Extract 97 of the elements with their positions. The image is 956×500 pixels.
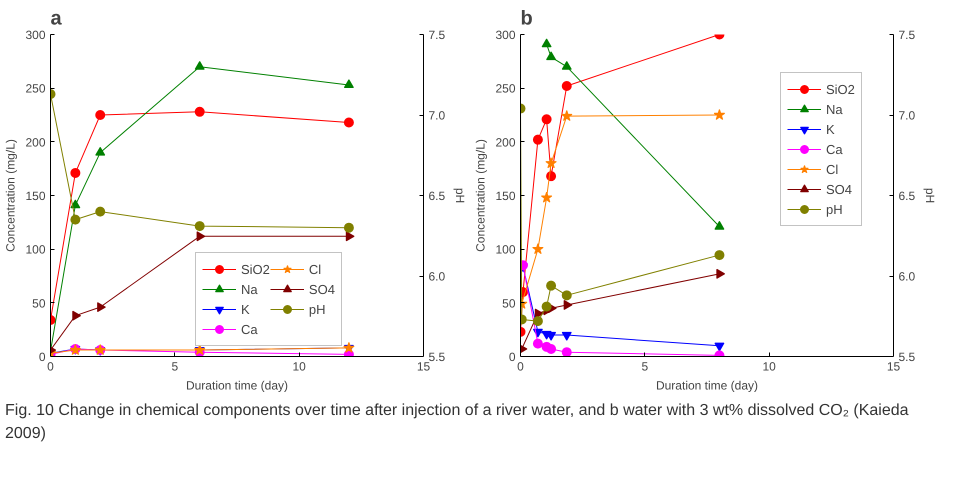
point bbox=[194, 221, 205, 232]
caption: Fig. 10 Change in chemical components over time after injection of a river water, and b water with 3 wt% dissolved CO₂ (Kaieda 2009) bbox=[5, 401, 910, 444]
point bbox=[562, 81, 572, 92]
point bbox=[72, 310, 82, 321]
legend-label: Na bbox=[826, 102, 844, 116]
x-axis-title: Duration time (day) bbox=[186, 378, 288, 392]
point bbox=[564, 300, 572, 310]
legend-label: Na bbox=[241, 282, 259, 296]
x-axis-title: Duration time (day) bbox=[656, 378, 758, 392]
legend-label: Ca bbox=[826, 142, 844, 156]
legend-label: SiO2 bbox=[826, 82, 855, 96]
y-tick-label: 100 bbox=[25, 242, 46, 257]
chart-title: b bbox=[520, 8, 533, 30]
legend-label: Cl bbox=[826, 162, 840, 176]
x-tick-label: 0 bbox=[47, 360, 54, 374]
point bbox=[562, 290, 572, 300]
point bbox=[542, 38, 552, 48]
point bbox=[70, 214, 80, 225]
legend-label: Cl bbox=[308, 262, 322, 276]
y2-tick-label: 7.0 bbox=[428, 108, 446, 122]
chart-title: a bbox=[50, 8, 62, 30]
point bbox=[546, 51, 556, 60]
point bbox=[343, 342, 355, 353]
y2-tick-label: 7.0 bbox=[898, 108, 916, 122]
x-tick-label: 15 bbox=[416, 360, 430, 374]
legend-label: pH bbox=[308, 302, 327, 316]
y2-tick-label: 5.5 bbox=[898, 350, 916, 364]
point bbox=[532, 338, 543, 349]
point bbox=[562, 61, 572, 70]
y-tick-label: 250 bbox=[25, 82, 46, 96]
point bbox=[714, 109, 726, 120]
y-tick-label: 50 bbox=[32, 296, 46, 310]
y-tick-label: 50 bbox=[502, 296, 516, 310]
point bbox=[716, 268, 726, 279]
y-tick-label: 0 bbox=[38, 350, 46, 364]
legend-label: SO4 bbox=[826, 182, 852, 196]
y-tick-label: 200 bbox=[495, 135, 516, 150]
legend-label: K bbox=[826, 122, 836, 136]
point bbox=[95, 146, 106, 156]
point bbox=[532, 243, 544, 254]
y2-tick-label: 5.5 bbox=[428, 350, 446, 364]
y-tick-label: 300 bbox=[25, 28, 46, 42]
legend-label: K bbox=[241, 302, 251, 316]
point bbox=[545, 157, 557, 168]
point bbox=[97, 302, 106, 312]
y-tick-label: 150 bbox=[25, 189, 46, 203]
legend-label: pH bbox=[826, 202, 844, 216]
point bbox=[542, 114, 552, 124]
y-axis-title: Concentration (mg/L) bbox=[3, 139, 18, 252]
y-tick-label: 200 bbox=[25, 135, 46, 150]
y-tick-label: 0 bbox=[508, 350, 516, 364]
point bbox=[532, 316, 543, 326]
y2-tick-label: 7.5 bbox=[428, 28, 446, 42]
y2-tick-label: 7.5 bbox=[898, 28, 916, 42]
point bbox=[546, 280, 556, 291]
point bbox=[194, 61, 205, 70]
point bbox=[714, 342, 724, 352]
legend-label: SiO2 bbox=[241, 262, 270, 276]
x-tick-label: 5 bbox=[171, 360, 178, 374]
y2-tick-label: 6.5 bbox=[428, 189, 446, 203]
point bbox=[532, 134, 543, 145]
point bbox=[346, 231, 355, 242]
legend-label: Ca bbox=[241, 322, 259, 336]
x-tick-label: 15 bbox=[886, 360, 900, 374]
point bbox=[344, 222, 354, 233]
x-tick-label: 0 bbox=[517, 360, 524, 374]
y-tick-label: 300 bbox=[495, 28, 516, 42]
point bbox=[70, 168, 80, 178]
y-tick-label: 250 bbox=[495, 82, 516, 96]
point bbox=[196, 231, 206, 242]
point bbox=[542, 302, 552, 312]
point bbox=[561, 110, 572, 122]
point bbox=[70, 199, 80, 208]
point bbox=[562, 332, 572, 341]
y2-tick-label: 6.0 bbox=[898, 270, 916, 284]
x-tick-label: 10 bbox=[762, 360, 776, 374]
x-tick-label: 10 bbox=[292, 360, 306, 374]
point bbox=[714, 250, 724, 260]
point bbox=[344, 79, 354, 88]
point bbox=[194, 106, 205, 117]
point bbox=[714, 220, 724, 230]
point bbox=[95, 206, 106, 217]
legend-label: SO4 bbox=[308, 282, 335, 296]
point bbox=[95, 110, 106, 120]
x-tick-label: 5 bbox=[641, 360, 648, 374]
y-axis-title: Concentration (mg/L) bbox=[473, 139, 488, 252]
y2-tick-label: 6.0 bbox=[428, 270, 446, 284]
point bbox=[194, 344, 206, 356]
y-tick-label: 100 bbox=[495, 242, 516, 257]
y2-tick-label: 6.5 bbox=[898, 189, 916, 203]
point bbox=[562, 347, 572, 356]
point bbox=[540, 192, 552, 203]
y2-axis-title: pH bbox=[453, 188, 468, 204]
y2-axis-title: pH bbox=[923, 188, 938, 204]
point bbox=[546, 344, 556, 354]
point bbox=[344, 118, 354, 128]
y-tick-label: 150 bbox=[495, 189, 516, 203]
